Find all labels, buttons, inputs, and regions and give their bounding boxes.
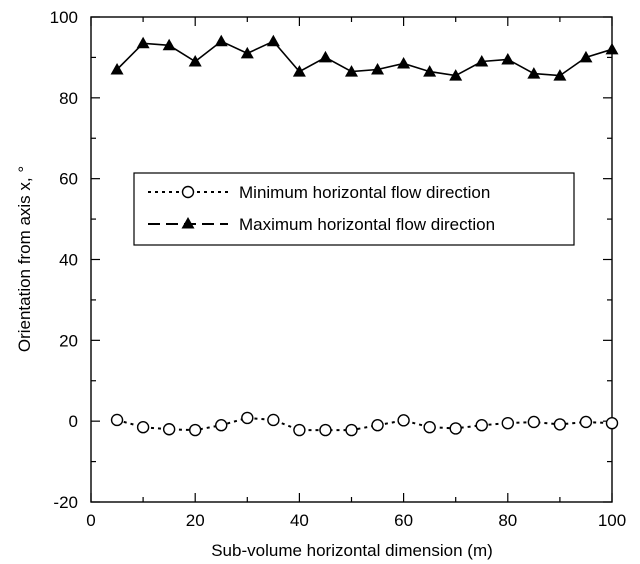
legend-box bbox=[133, 172, 575, 246]
data-point-filled-triangle bbox=[527, 67, 541, 79]
data-point-open-circle bbox=[579, 415, 593, 429]
y-tick-label: -20 bbox=[53, 493, 78, 512]
data-point-filled-triangle bbox=[449, 69, 463, 81]
y-axis-title: Orientation from axis x, ° bbox=[15, 166, 34, 352]
x-tick-label: 80 bbox=[498, 511, 517, 530]
data-point-filled-triangle bbox=[266, 34, 280, 47]
data-point-filled-triangle bbox=[397, 56, 411, 69]
data-point-open-circle bbox=[162, 423, 176, 436]
series-layer bbox=[110, 34, 619, 437]
y-tick-label: 60 bbox=[59, 170, 78, 189]
data-point-open-circle bbox=[110, 413, 124, 427]
data-point-open-circle bbox=[397, 414, 410, 427]
y-tick-label: 0 bbox=[69, 412, 78, 431]
data-point-open-circle bbox=[605, 416, 619, 430]
data-point-open-circle bbox=[188, 423, 202, 437]
legend-entry-maximum: Maximum horizontal flow direction bbox=[148, 215, 495, 234]
legend-marker-filled-triangle bbox=[181, 217, 195, 229]
data-point-open-circle bbox=[475, 419, 488, 432]
y-tick-label: 100 bbox=[50, 8, 78, 27]
data-point-open-circle bbox=[527, 415, 541, 429]
data-point-open-circle bbox=[371, 419, 384, 432]
series-line bbox=[116, 40, 613, 77]
data-point-filled-triangle bbox=[110, 63, 124, 75]
data-point-open-circle bbox=[423, 421, 436, 434]
data-point-open-circle bbox=[293, 423, 306, 437]
legend-label-minimum: Minimum horizontal flow direction bbox=[239, 183, 490, 202]
y-tick-label: 80 bbox=[59, 89, 78, 108]
data-point-filled-triangle bbox=[318, 50, 332, 63]
x-tick-label: 0 bbox=[86, 511, 95, 530]
series-maximum bbox=[110, 34, 619, 81]
data-point-filled-triangle bbox=[188, 54, 202, 67]
data-point-filled-triangle bbox=[162, 38, 176, 51]
series-line bbox=[116, 416, 613, 432]
data-point-filled-triangle bbox=[423, 65, 437, 77]
data-point-open-circle bbox=[267, 413, 280, 427]
x-tick-labels: 0 20 40 60 80 100 bbox=[86, 511, 626, 530]
data-point-open-circle bbox=[241, 411, 254, 425]
x-tick-label: 60 bbox=[394, 511, 413, 530]
data-point-filled-triangle bbox=[371, 63, 385, 75]
data-point-filled-triangle bbox=[214, 34, 228, 47]
data-point-filled-triangle bbox=[136, 36, 150, 49]
data-point-open-circle bbox=[319, 423, 332, 437]
axis-ticks bbox=[90, 16, 613, 503]
x-tick-label: 40 bbox=[290, 511, 309, 530]
data-point-filled-triangle bbox=[579, 50, 593, 63]
x-axis-title: Sub-volume horizontal dimension (m) bbox=[211, 541, 493, 560]
x-tick-label: 100 bbox=[598, 511, 626, 530]
data-point-filled-triangle bbox=[345, 65, 358, 77]
legend-marker-open-circle bbox=[181, 185, 195, 199]
data-point-open-circle bbox=[136, 421, 150, 434]
data-point-filled-triangle bbox=[501, 52, 515, 65]
data-point-filled-triangle bbox=[240, 46, 254, 59]
data-point-open-circle bbox=[215, 419, 228, 432]
data-point-filled-triangle bbox=[292, 65, 306, 77]
data-point-open-circle bbox=[501, 416, 514, 430]
data-point-open-circle bbox=[553, 418, 567, 431]
data-point-filled-triangle bbox=[553, 69, 567, 81]
legend-entry-minimum: Minimum horizontal flow direction bbox=[148, 183, 490, 202]
data-point-open-circle bbox=[345, 423, 358, 437]
legend: Minimum horizontal flow direction Maximu… bbox=[133, 172, 575, 246]
y-tick-labels: -20 0 20 40 60 80 100 bbox=[50, 8, 78, 512]
data-point-filled-triangle bbox=[605, 42, 619, 55]
series-minimum bbox=[110, 411, 619, 437]
y-tick-label: 40 bbox=[59, 251, 78, 270]
legend-label-maximum: Maximum horizontal flow direction bbox=[239, 215, 495, 234]
x-tick-label: 20 bbox=[186, 511, 205, 530]
data-point-open-circle bbox=[449, 422, 462, 435]
data-point-filled-triangle bbox=[475, 54, 489, 67]
y-tick-label: 20 bbox=[59, 331, 78, 350]
